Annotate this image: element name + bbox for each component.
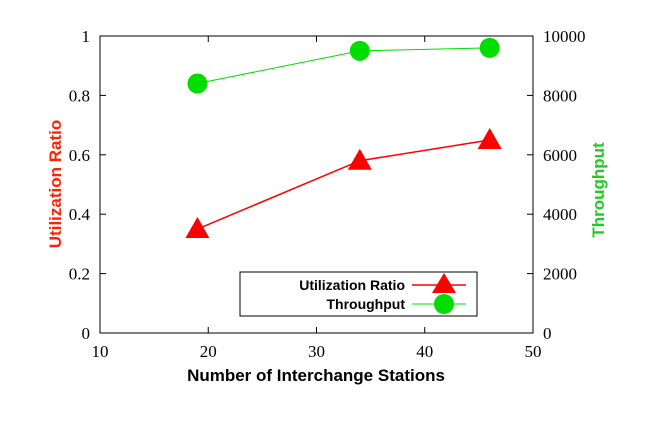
y2-tick-label: 2000 — [543, 265, 577, 284]
legend-label-utilization: Utilization Ratio — [299, 277, 405, 293]
legend-marker-triangle — [432, 273, 456, 293]
y-tick-label: 0.2 — [69, 265, 90, 284]
series-line-throughput — [197, 47, 490, 85]
x-tick-label: 20 — [200, 342, 217, 361]
throughput-point — [349, 40, 370, 61]
throughput-point — [479, 37, 500, 58]
x-tick-label: 40 — [416, 342, 433, 361]
y2-tick-label: 8000 — [543, 86, 577, 105]
throughput-point — [187, 73, 208, 94]
x-tick-label: 30 — [308, 342, 325, 361]
y2-tick-label: 10000 — [543, 27, 586, 46]
legend-marker-circle — [434, 294, 454, 314]
utilization-point — [347, 148, 372, 170]
utilization-point — [185, 217, 210, 239]
y2-axis-title: Throughput — [589, 142, 608, 238]
y2-tick-label: 4000 — [543, 205, 577, 224]
y-axis-title: Utilization Ratio — [46, 120, 65, 248]
y2-tick-label: 6000 — [543, 146, 577, 165]
utilization-point — [477, 127, 502, 149]
series-line-utilization — [197, 139, 490, 230]
x-tick-label: 50 — [525, 342, 542, 361]
y-tick-label: 0.8 — [69, 86, 90, 105]
legend-label-throughput: Throughput — [326, 296, 405, 312]
y-tick-label: 1 — [82, 27, 91, 46]
x-tick-label: 10 — [92, 342, 109, 361]
x-axis-title: Number of Interchange Stations — [187, 366, 445, 385]
y-tick-label: 0 — [82, 324, 91, 343]
legend: Utilization Ratio Throughput — [239, 271, 478, 317]
y-tick-label: 0.4 — [69, 205, 91, 224]
y-tick-label: 0.6 — [69, 146, 90, 165]
y2-tick-label: 0 — [543, 324, 552, 343]
